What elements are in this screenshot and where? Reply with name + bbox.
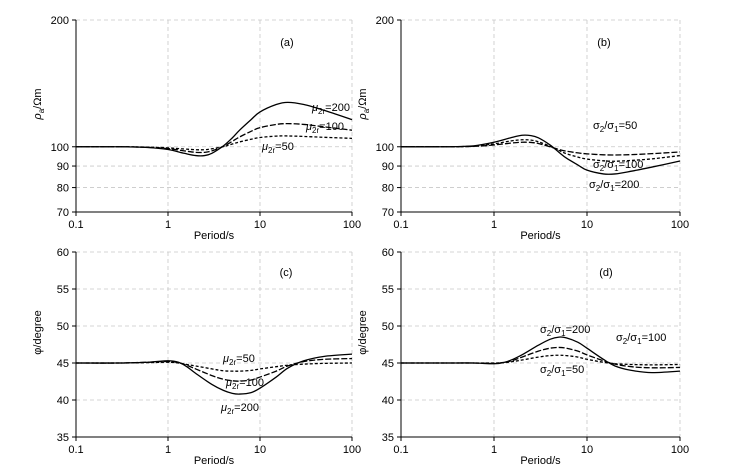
y-tick-label: 200	[376, 15, 394, 27]
y-axis-label: ρa/Ωm	[357, 88, 371, 120]
y-tick-label: 40	[57, 395, 69, 407]
y-tick-label: 70	[382, 207, 394, 219]
series-label: μ2r=200	[311, 102, 350, 116]
series-label: μ2r=100	[305, 121, 344, 135]
series-line-σ2/σ1=100	[400, 139, 681, 162]
y-tick-label: 35	[382, 432, 394, 444]
chart-panel-d: 0.1 1 10 100 35 40 45 50 55 60 Period/s φ/degree (d)…	[357, 247, 689, 467]
panel-title: (b)	[597, 37, 610, 49]
x-tick-label: 100	[671, 219, 689, 231]
y-tick-label: 50	[382, 321, 394, 333]
y-tick-label: 90	[382, 161, 394, 173]
series-label: μ2r=100	[225, 377, 264, 391]
y-tick-label: 200	[51, 15, 69, 27]
x-tick-label: 1	[491, 219, 497, 231]
y-tick-label: 50	[57, 321, 69, 333]
series-line-σ2/σ1=50	[400, 141, 681, 156]
x-tick-label: 0.1	[393, 444, 408, 456]
x-tick-label: 1	[491, 444, 497, 456]
y-tick-label: 90	[57, 161, 69, 173]
x-axis-label: Period/s	[520, 455, 561, 467]
y-axis-label: φ/degree	[32, 310, 44, 354]
y-tick-label: 60	[382, 247, 394, 259]
series-line-μ2r=100	[75, 357, 353, 382]
y-axis-label: ρa/Ωm	[32, 88, 46, 120]
x-axis-label: Period/s	[194, 455, 235, 467]
series-line-μ2r=50	[75, 361, 353, 372]
x-tick-label: 10	[254, 444, 266, 456]
x-tick-label: 10	[581, 444, 593, 456]
panel-title: (a)	[280, 37, 293, 49]
x-tick-label: 100	[343, 219, 361, 231]
series-line-μ2r=100	[75, 122, 353, 154]
chart-panel-c: 0.1 1 10 100 35 40 45 50 55 60 Period/s φ/degree (c)…	[32, 247, 361, 467]
chart-panel-b: 0.1 1 10 100 70 80 90 100 200 Period/s ρa/Ωm (b) σ2/…	[357, 15, 689, 242]
series-label: σ2/σ1=100	[593, 159, 643, 173]
panel-title: (d)	[599, 267, 612, 279]
series-label: σ2/σ1=50	[540, 364, 584, 378]
series-label: σ2/σ1=200	[540, 324, 590, 338]
x-axis-label: Period/s	[194, 230, 235, 242]
series-label: σ2/σ1=200	[589, 179, 639, 193]
x-tick-label: 10	[581, 219, 593, 231]
series-line-μ2r=200	[75, 353, 353, 395]
series-line-σ2/σ1=50	[400, 354, 681, 366]
x-axis-label: Period/s	[520, 230, 561, 242]
series-line-μ2r=200	[75, 101, 353, 157]
y-tick-label: 100	[376, 142, 394, 154]
y-tick-label: 100	[51, 142, 69, 154]
x-tick-label: 10	[254, 219, 266, 231]
y-tick-label: 40	[382, 395, 394, 407]
y-axis-label: φ/degree	[357, 310, 369, 354]
y-tick-label: 55	[382, 284, 394, 296]
series-label: σ2/σ1=50	[593, 120, 637, 134]
series-label: σ2/σ1=100	[616, 332, 666, 346]
x-tick-label: 1	[165, 444, 171, 456]
y-tick-label: 35	[57, 432, 69, 444]
chart-panel-a: 0.1 1 10 100 70 80 90 100 200 Period/s ρa/Ωm (a) μ2r…	[32, 15, 361, 242]
y-tick-label: 60	[57, 247, 69, 259]
series-label: μ2r=200	[220, 402, 259, 416]
y-tick-label: 45	[57, 358, 69, 370]
x-tick-label: 0.1	[68, 219, 83, 231]
x-tick-label: 100	[343, 444, 361, 456]
series-label: μ2r=50	[261, 141, 294, 155]
panel-title: (c)	[280, 267, 293, 279]
x-tick-label: 1	[165, 219, 171, 231]
y-tick-label: 80	[382, 183, 394, 195]
y-tick-label: 80	[57, 183, 69, 195]
series-line-σ2/σ1=200	[400, 134, 681, 175]
x-tick-label: 0.1	[68, 444, 83, 456]
y-tick-label: 55	[57, 284, 69, 296]
series-label: μ2r=50	[222, 353, 255, 367]
y-tick-label: 70	[57, 207, 69, 219]
series-line-μ2r=50	[75, 135, 353, 151]
x-tick-label: 100	[671, 444, 689, 456]
x-tick-label: 0.1	[393, 219, 408, 231]
y-tick-label: 45	[382, 358, 394, 370]
